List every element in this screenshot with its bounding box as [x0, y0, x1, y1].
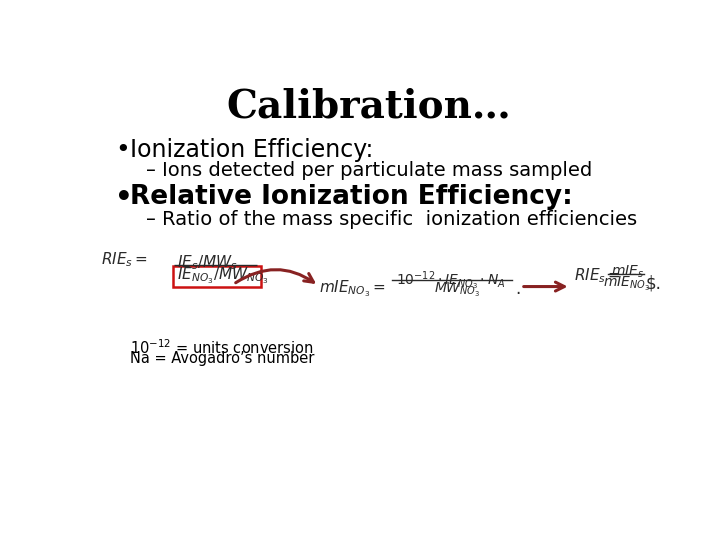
Text: $mIE_{NO_3} =$: $mIE_{NO_3} =$	[319, 278, 386, 299]
Text: •: •	[114, 184, 132, 212]
Text: $mIE_{NO_3}$: $mIE_{NO_3}$	[603, 275, 650, 293]
Text: Ionization Efficiency:: Ionization Efficiency:	[130, 138, 374, 162]
Text: Calibration…: Calibration…	[227, 88, 511, 126]
Text: •: •	[114, 138, 130, 162]
Text: $10^{-12} \cdot IE_{NO_3} \cdot N_A$: $10^{-12} \cdot IE_{NO_3} \cdot N_A$	[396, 269, 505, 292]
Bar	[173, 266, 261, 287]
Text: $MW_{NO_3}$: $MW_{NO_3}$	[434, 281, 480, 299]
Text: $.: $.	[646, 274, 662, 292]
Text: $IE_s/MW_s$: $IE_s/MW_s$	[177, 253, 238, 272]
Text: – Ratio of the mass specific  ionization efficiencies: – Ratio of the mass specific ionization …	[145, 210, 637, 228]
Text: $RIE_s =$: $RIE_s =$	[575, 267, 621, 285]
Text: $IE_{NO_3}/MW_{NO_3}$: $IE_{NO_3}/MW_{NO_3}$	[177, 266, 269, 286]
Text: – Ions detected per particulate mass sampled: – Ions detected per particulate mass sam…	[145, 161, 592, 180]
Text: $RIE_s =$: $RIE_s =$	[101, 250, 148, 269]
Text: $.$: $.$	[515, 280, 525, 299]
Text: $mIE_s$: $mIE_s$	[611, 264, 644, 280]
Text: $10^{-12}$ = units conversion: $10^{-12}$ = units conversion	[130, 338, 314, 357]
Text: Na = Avogadro’s number: Na = Avogadro’s number	[130, 351, 315, 366]
Text: Relative Ionization Efficiency:: Relative Ionization Efficiency:	[130, 184, 573, 210]
